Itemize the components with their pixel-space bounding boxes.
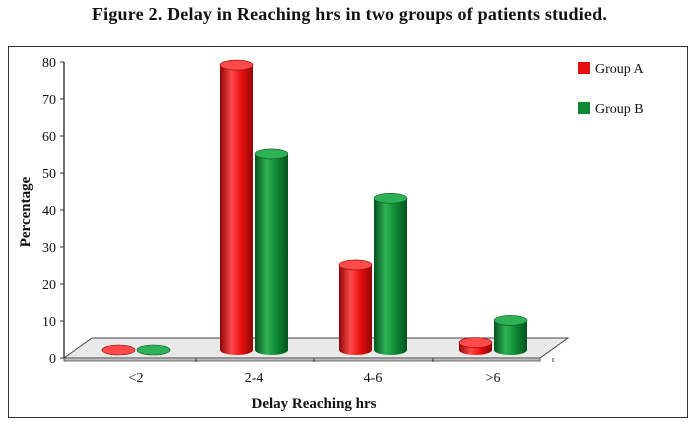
legend-label: Group B bbox=[595, 102, 644, 117]
legend-swatch bbox=[578, 62, 590, 74]
y-tick-label: 60 bbox=[42, 130, 56, 145]
y-tick-label: 50 bbox=[42, 167, 56, 182]
x-tick-label: 4-6 bbox=[364, 371, 383, 386]
bar-group-a-3 bbox=[458, 337, 493, 355]
legend: Group A Group B bbox=[578, 62, 645, 117]
figure-title: Figure 2. Delay in Reaching hrs in two g… bbox=[91, 4, 608, 24]
x-tick-label: 2-4 bbox=[245, 371, 264, 386]
y-axis-title: Percentage bbox=[18, 176, 34, 247]
chart-floor bbox=[62, 337, 570, 362]
y-tick-label: 40 bbox=[42, 204, 56, 219]
legend-label: Group A bbox=[595, 62, 645, 77]
y-axis: 0 10 20 30 40 50 60 70 80 bbox=[42, 56, 65, 367]
bar-group-a-1 bbox=[219, 59, 254, 355]
y-tick-label: 20 bbox=[42, 278, 56, 293]
bar-group-b-0 bbox=[136, 344, 171, 356]
x-tick-label: <2 bbox=[129, 371, 144, 386]
bar-group-b-1 bbox=[254, 148, 289, 355]
y-tick-label: 30 bbox=[42, 241, 56, 256]
bar-group-b-2 bbox=[373, 193, 408, 355]
x-axis-title: Delay Reaching hrs bbox=[252, 396, 377, 412]
floor-edge bbox=[63, 357, 541, 362]
legend-swatch bbox=[578, 102, 590, 114]
x-axis-labels: <2 2-4 4-6 >6 bbox=[129, 358, 554, 386]
y-tick-label: 80 bbox=[42, 56, 56, 71]
y-tick-label: 0 bbox=[49, 352, 56, 367]
y-tick-label: 70 bbox=[42, 93, 56, 108]
bar-group-b-3 bbox=[493, 315, 528, 355]
x-tick-label: >6 bbox=[486, 371, 501, 386]
bar-group-a-2 bbox=[338, 259, 373, 355]
bars-group bbox=[101, 59, 528, 356]
bar-group-a-0 bbox=[101, 344, 136, 356]
y-tick-label: 10 bbox=[42, 315, 56, 330]
